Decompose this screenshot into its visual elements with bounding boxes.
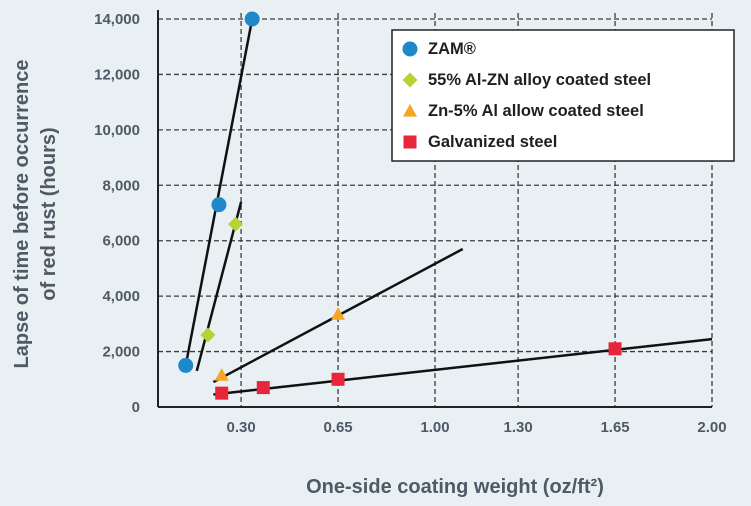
x-tick-label: 0.65 xyxy=(323,419,352,436)
y-tick-labels: 0 2,000 4,000 6,000 8,000 10,000 12,000 14,000 xyxy=(94,11,140,416)
marker-zn-5-al-allow-coated-steel xyxy=(331,307,346,320)
x-axis-title: One-side coating weight (oz/ft²) xyxy=(306,476,604,498)
marker-galvanized-steel xyxy=(256,381,270,395)
marker-zam xyxy=(211,197,227,213)
y-tick-label: 8,000 xyxy=(102,177,140,194)
y-tick-label: 12,000 xyxy=(94,66,140,83)
x-tick-label: 0.30 xyxy=(226,419,255,436)
legend-marker-zam xyxy=(402,41,418,57)
trend-line-55-al-zn-alloy-coated-steel xyxy=(195,201,243,372)
marker-zn-5-al-allow-coated-steel xyxy=(214,368,229,381)
trend-line-zam xyxy=(184,18,254,366)
legend-box xyxy=(391,29,735,162)
x-tick-label: 1.65 xyxy=(600,419,629,436)
legend: ZAM® 55% Al-ZN alloy coated steel Zn-5% … xyxy=(391,29,735,162)
marker-55-al-zn-alloy-coated-steel xyxy=(228,216,244,232)
y-tick-label: 10,000 xyxy=(94,122,140,139)
y-axis-title-line-1: Lapse of time before occurrence xyxy=(11,60,33,369)
legend-label-55al-zn: 55% Al-ZN alloy coated steel xyxy=(428,71,651,89)
y-tick-label: 0 xyxy=(132,399,140,416)
legend-label-galvanized: Galvanized steel xyxy=(428,133,557,151)
trend-line-galvanized-steel xyxy=(213,337,713,396)
data-markers xyxy=(178,11,622,400)
y-axis-title-line-2: of red rust (hours) xyxy=(38,127,60,300)
legend-marker-zn-5-al-allow-coated-steel xyxy=(403,104,417,117)
legend-markers xyxy=(402,41,418,149)
marker-zam xyxy=(244,11,260,27)
y-tick-label: 6,000 xyxy=(102,233,140,250)
legend-marker-galvanized-steel xyxy=(403,135,417,149)
x-tick-label: 1.00 xyxy=(420,419,449,436)
axis-layer xyxy=(157,10,712,408)
y-tick-label: 14,000 xyxy=(94,11,140,28)
y-axis-title: Lapse of time before occurrence of red r… xyxy=(11,60,60,369)
marker-zam xyxy=(178,357,194,373)
marker-55-al-zn-alloy-coated-steel xyxy=(200,327,216,343)
legend-label-zn-5al: Zn-5% Al allow coated steel xyxy=(428,102,644,120)
marker-galvanized-steel xyxy=(608,342,622,356)
marker-galvanized-steel xyxy=(331,372,345,386)
x-tick-labels: 0.30 0.65 1.00 1.30 1.65 2.00 xyxy=(226,419,726,436)
marker-galvanized-steel xyxy=(215,386,229,400)
y-tick-label: 4,000 xyxy=(102,288,140,305)
x-tick-label: 2.00 xyxy=(697,419,726,436)
y-tick-label: 2,000 xyxy=(102,344,140,361)
legend-label-zam: ZAM® xyxy=(428,40,476,58)
x-tick-label: 1.30 xyxy=(503,419,532,436)
legend-marker-55-al-zn-alloy-coated-steel xyxy=(402,72,418,88)
